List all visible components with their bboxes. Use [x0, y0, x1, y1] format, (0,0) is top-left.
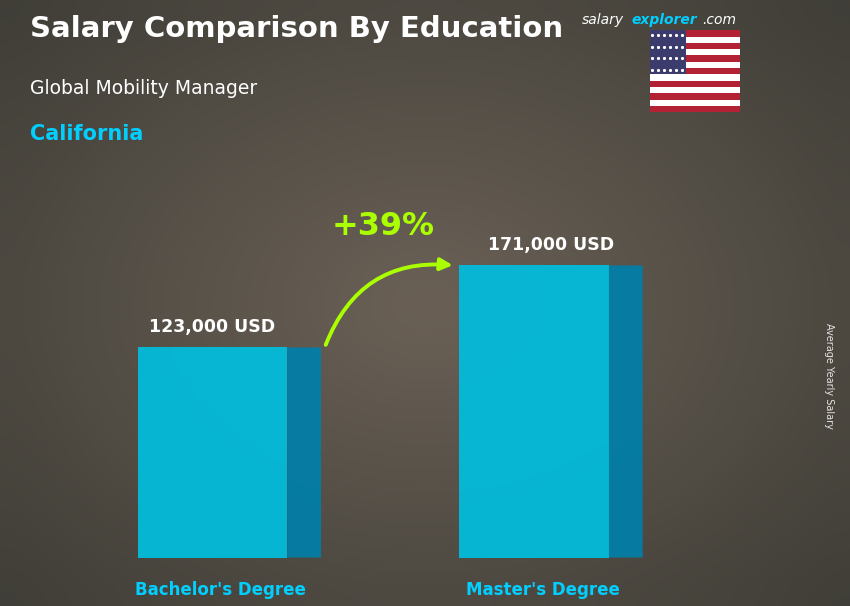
Bar [650, 93, 740, 99]
Bar [650, 49, 740, 56]
Bar [650, 62, 740, 68]
Bar [650, 30, 686, 75]
Text: Average Yearly Salary: Average Yearly Salary [824, 323, 834, 428]
Polygon shape [287, 347, 321, 558]
Text: Bachelor's Degree: Bachelor's Degree [135, 581, 306, 599]
Text: 123,000 USD: 123,000 USD [150, 318, 275, 336]
Text: 171,000 USD: 171,000 USD [488, 236, 614, 253]
Bar [650, 36, 740, 43]
Text: explorer: explorer [632, 13, 697, 27]
Polygon shape [609, 265, 643, 558]
Bar [650, 81, 740, 87]
Text: Global Mobility Manager: Global Mobility Manager [30, 79, 257, 98]
Bar [459, 265, 609, 558]
Text: California: California [30, 124, 143, 144]
Bar [650, 75, 740, 81]
Text: Master's Degree: Master's Degree [466, 581, 620, 599]
Bar [650, 99, 740, 106]
Bar [650, 56, 740, 62]
Text: salary: salary [582, 13, 625, 27]
Bar [138, 347, 287, 558]
Text: Salary Comparison By Education: Salary Comparison By Education [30, 15, 563, 43]
Bar [650, 30, 740, 36]
Text: .com: .com [702, 13, 736, 27]
Bar [650, 87, 740, 93]
Bar [650, 106, 740, 112]
Bar [650, 43, 740, 49]
Bar [650, 68, 740, 75]
Text: +39%: +39% [332, 211, 434, 242]
